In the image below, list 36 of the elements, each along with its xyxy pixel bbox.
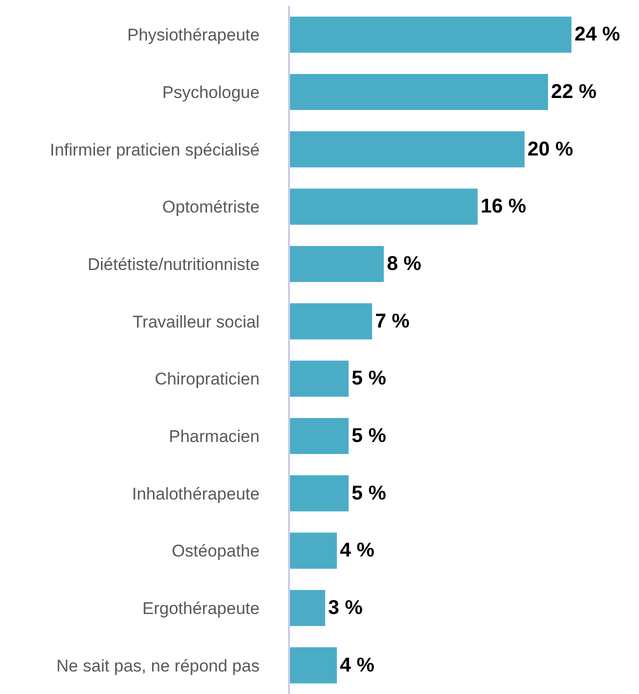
bar xyxy=(290,303,372,340)
bar xyxy=(290,74,548,110)
y-tick-label: Infirmier praticien spécialisé xyxy=(50,140,260,160)
bar xyxy=(290,246,384,282)
y-tick-label: Inhalothérapeute xyxy=(132,484,260,504)
data-label: 5 % xyxy=(352,482,386,504)
y-tick-label: Ostéopathe xyxy=(172,542,260,561)
y-tick-label: Optométriste xyxy=(162,198,260,217)
data-label: 4 % xyxy=(340,654,375,676)
y-tick-label: Ergothérapeute xyxy=(142,598,260,618)
bar xyxy=(290,590,326,626)
bar xyxy=(290,532,337,569)
data-label: 5 % xyxy=(352,368,386,390)
y-tick-label: Ne sait pas, ne répond pas xyxy=(56,656,260,676)
y-tick-label: Diététiste/nutritionniste xyxy=(88,254,260,274)
data-label: 5 % xyxy=(352,425,386,447)
bar xyxy=(290,131,525,168)
bar xyxy=(290,16,572,53)
data-label: 22 % xyxy=(551,81,597,103)
y-tick-label: Pharmacien xyxy=(168,426,260,446)
bar xyxy=(290,418,349,454)
data-label: 8 % xyxy=(386,253,422,275)
y-tick-label: Chiropraticien xyxy=(154,370,260,389)
data-label: 7 % xyxy=(375,310,410,332)
y-tick-label: Travailleur social xyxy=(132,312,260,332)
data-label: 16 % xyxy=(480,196,526,218)
y-tick-label: Physiothérapeute xyxy=(127,26,260,45)
data-label: 24 % xyxy=(574,24,620,46)
data-label: 4 % xyxy=(340,540,375,562)
bar xyxy=(290,647,337,684)
data-label: 3 % xyxy=(328,597,363,619)
data-label: 20 % xyxy=(528,138,574,160)
bar xyxy=(290,360,349,397)
bar xyxy=(290,188,478,225)
bar xyxy=(290,475,349,512)
y-tick-label: Psychologue xyxy=(162,82,260,102)
